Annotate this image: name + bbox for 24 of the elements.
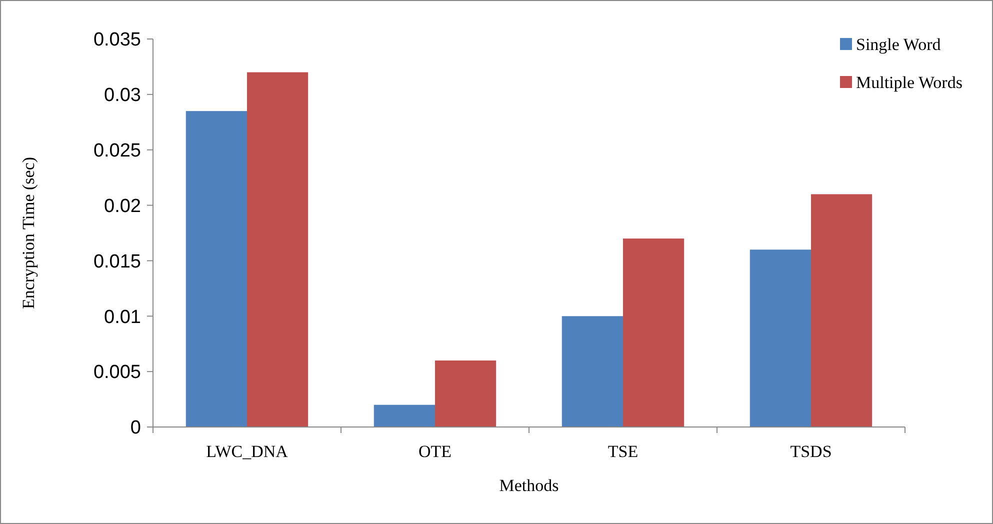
bar (186, 111, 247, 427)
y-tick-label: 0.01 (104, 306, 141, 328)
y-tick-label: 0.035 (93, 30, 141, 51)
bar (435, 360, 496, 427)
bar (562, 316, 623, 427)
bar (750, 250, 811, 427)
y-tick-label: 0.025 (93, 140, 141, 162)
bar (374, 404, 435, 427)
y-tick-label: 0.005 (93, 362, 141, 384)
x-tick-label: OTE (418, 442, 452, 461)
bar (623, 238, 684, 427)
y-tick-label: 0.015 (93, 251, 141, 272)
y-axis-title: Encryption Time (sec) (19, 156, 38, 310)
x-axis-title: Methods (499, 476, 559, 495)
x-tick-label: LWC_DNA (206, 442, 289, 461)
bar (811, 194, 872, 427)
x-tick-label: TSE (608, 442, 638, 461)
y-tick-label: 0.02 (104, 196, 141, 217)
y-tick-label: 0 (130, 418, 141, 439)
legend-label: Multiple Words (856, 72, 962, 92)
y-tick-label: 0.03 (104, 85, 141, 106)
x-tick-label: TSDS (790, 442, 832, 461)
legend-label: Single Word (856, 34, 942, 54)
bar (247, 72, 308, 427)
